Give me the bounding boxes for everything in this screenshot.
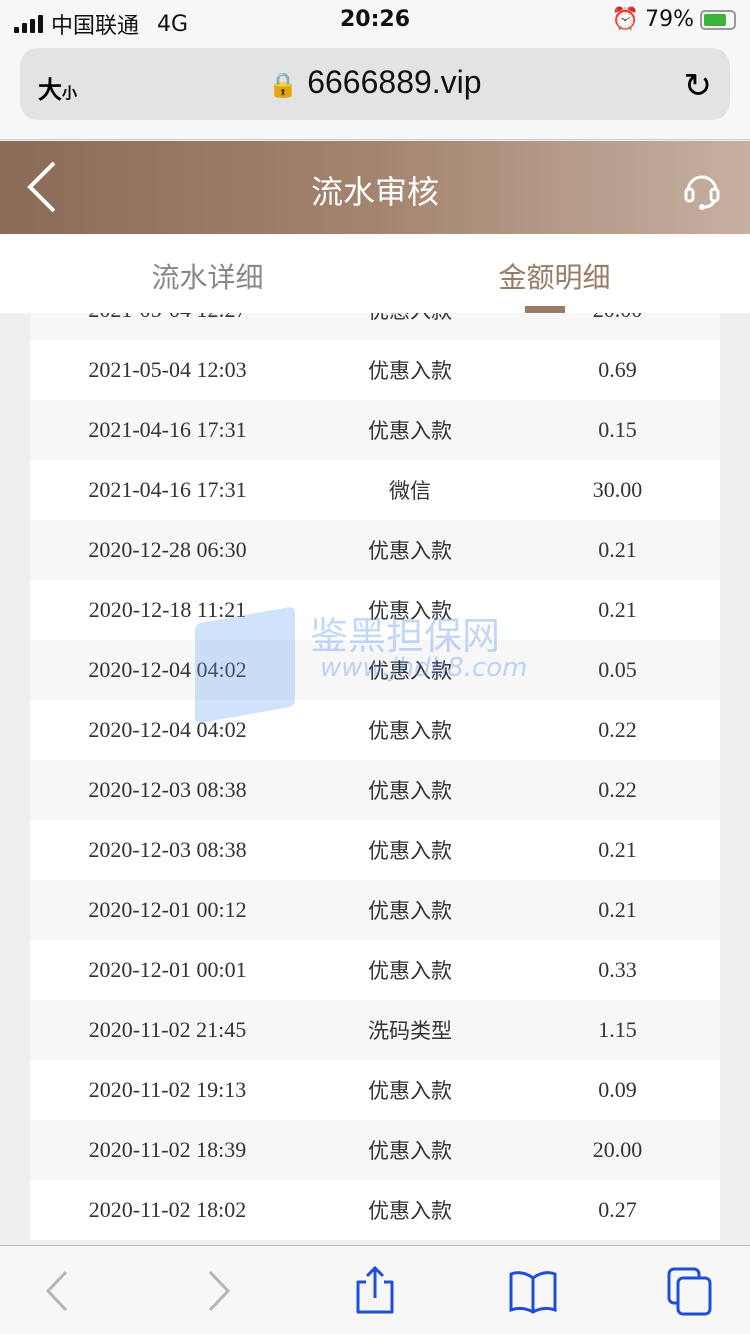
- table-row: 2020-12-04 04:02 优惠入款 0.05: [30, 640, 720, 700]
- text-size-button[interactable]: 大小: [38, 70, 77, 105]
- row-type: 优惠入款: [368, 419, 452, 443]
- row-amount: 0.05: [598, 657, 637, 682]
- forward-nav-icon[interactable]: [194, 1266, 244, 1316]
- row-amount: 0.15: [598, 417, 637, 442]
- row-date: 2021-05-04 12:03: [88, 357, 247, 382]
- row-type: 优惠入款: [368, 539, 452, 563]
- row-type: 优惠入款: [368, 599, 452, 623]
- row-date: 2020-12-04 04:02: [88, 717, 247, 742]
- row-date: 2020-11-02 18:39: [88, 1137, 247, 1162]
- row-amount: 0.22: [598, 717, 637, 742]
- browser-chrome: 大小 🔒 6666889.vip ↻: [0, 40, 750, 140]
- row-date: 2020-12-28 06:30: [88, 537, 247, 562]
- row-type: 优惠入款: [368, 1199, 452, 1223]
- table-row: 2020-12-01 00:12 优惠入款 0.21: [30, 880, 720, 940]
- row-amount: 0.27: [598, 1197, 637, 1222]
- row-amount: 0.21: [598, 837, 637, 862]
- table-row: 2020-11-02 18:39 优惠入款 20.00: [30, 1120, 720, 1180]
- network: 4G: [157, 11, 189, 37]
- table-row: 2021-05-04 12:03 优惠入款 0.69: [30, 340, 720, 400]
- table-row: 2020-12-28 06:30 优惠入款 0.21: [30, 520, 720, 580]
- table-row: 2021-04-16 17:31 优惠入款 0.15: [30, 400, 720, 460]
- url-text: 6666889.vip: [307, 64, 482, 100]
- tab-bar: 流水详细 金额明细: [0, 234, 750, 313]
- table-row: 2020-12-03 08:38 优惠入款 0.21: [30, 820, 720, 880]
- lock-icon: 🔒: [268, 72, 299, 99]
- table-row: 2020-12-18 11:21 优惠入款 0.21: [30, 580, 720, 640]
- row-amount: 0.21: [598, 597, 637, 622]
- row-date: 2020-11-02 18:02: [88, 1197, 247, 1222]
- row-type: 优惠入款: [368, 1079, 452, 1103]
- row-type: 洗码类型: [368, 1019, 452, 1043]
- row-date: 2020-11-02 19:13: [88, 1077, 247, 1102]
- row-date: 2021-04-16 17:31: [88, 417, 247, 442]
- browser-toolbar: [0, 1245, 750, 1334]
- row-amount: 0.22: [598, 777, 637, 802]
- text-size-small-label: 小: [62, 84, 78, 102]
- transaction-list: 2021-05-04 12:27优惠入款20.002021-05-04 12:0…: [30, 280, 720, 1240]
- row-type: 优惠入款: [368, 839, 452, 863]
- headset-icon[interactable]: [682, 167, 722, 211]
- page-header: 流水审核: [0, 141, 750, 234]
- signal-icon: [14, 15, 43, 33]
- table-row: 2020-12-04 04:02 优惠入款 0.22: [30, 700, 720, 760]
- table-row: 2021-04-16 17:31 微信 30.00: [30, 460, 720, 520]
- table-row: 2020-12-01 00:01 优惠入款 0.33: [30, 940, 720, 1000]
- row-type: 优惠入款: [368, 719, 452, 743]
- reload-icon[interactable]: ↻: [683, 66, 713, 106]
- row-amount: 20.00: [592, 1137, 643, 1162]
- row-amount: 0.33: [598, 957, 637, 982]
- table-row: 2020-12-03 08:38 优惠入款 0.22: [30, 760, 720, 820]
- bookmarks-icon[interactable]: [508, 1266, 558, 1316]
- table-row: 2020-11-02 19:13 优惠入款 0.09: [30, 1060, 720, 1120]
- tab-label: 金额明细: [498, 261, 611, 294]
- row-amount: 0.69: [598, 357, 637, 382]
- row-amount: 0.21: [598, 897, 637, 922]
- row-type: 优惠入款: [368, 779, 452, 803]
- time: 20:26: [339, 7, 411, 32]
- row-type: 微信: [389, 479, 431, 503]
- tab-flow-detail[interactable]: 流水详细: [151, 261, 264, 294]
- page-title: 流水审核: [310, 173, 439, 211]
- table-row: 2020-11-02 18:02 优惠入款 0.27: [30, 1180, 720, 1240]
- row-date: 2020-12-18 11:21: [88, 597, 247, 622]
- row-type: 优惠入款: [368, 899, 452, 923]
- row-date: 2021-04-16 17:31: [88, 477, 247, 502]
- row-amount: 1.15: [598, 1017, 637, 1042]
- address-bar[interactable]: 大小 🔒 6666889.vip ↻: [20, 48, 730, 120]
- row-date: 2020-12-04 04:02: [88, 657, 247, 682]
- status-bar: 中国联通 4G 20:26 ⏰ 79%: [0, 0, 750, 40]
- text-size-label: 大: [38, 76, 62, 104]
- row-date: 2020-12-01 00:01: [88, 957, 247, 982]
- row-type: 优惠入款: [368, 959, 452, 983]
- row-date: 2020-12-03 08:38: [88, 777, 247, 802]
- row-amount: 0.21: [598, 537, 637, 562]
- back-icon[interactable]: [24, 159, 64, 215]
- row-date: 2020-11-02 21:45: [88, 1017, 247, 1042]
- row-amount: 30.00: [592, 477, 643, 502]
- active-tab-indicator: [525, 306, 565, 313]
- carrier: 中国联通: [51, 14, 140, 39]
- row-type: 优惠入款: [368, 359, 452, 383]
- tabs-icon[interactable]: [666, 1266, 716, 1316]
- battery-icon: [700, 9, 736, 30]
- table-row: 2020-11-02 21:45 洗码类型 1.15: [30, 1000, 720, 1060]
- row-type: 优惠入款: [368, 659, 452, 683]
- row-type: 优惠入款: [368, 1139, 452, 1163]
- alarm-icon: ⏰: [611, 7, 640, 32]
- row-date: 2020-12-01 00:12: [88, 897, 247, 922]
- battery-percent: 79%: [645, 7, 694, 32]
- row-date: 2020-12-03 08:38: [88, 837, 247, 862]
- back-nav-icon[interactable]: [34, 1266, 84, 1316]
- row-amount: 0.09: [598, 1077, 637, 1102]
- share-icon[interactable]: [350, 1266, 400, 1316]
- tab-amount-detail[interactable]: 金额明细: [367, 256, 742, 313]
